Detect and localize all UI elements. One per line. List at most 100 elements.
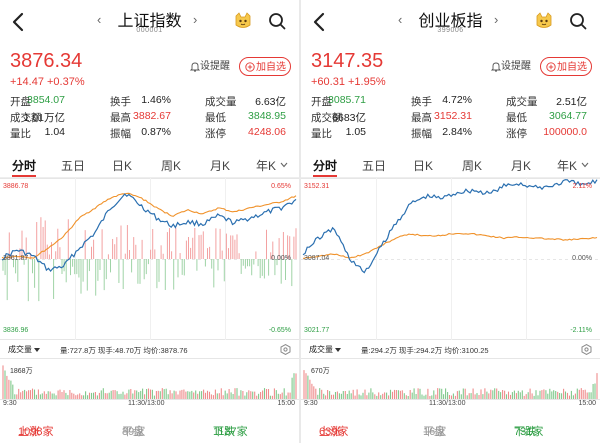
back-icon[interactable] (8, 9, 30, 35)
volume-chart[interactable] (0, 358, 299, 400)
advancers-label: 上涨 (18, 426, 40, 438)
stat-label: 成交量 (205, 96, 237, 108)
index-change: +60.31 +1.95% (311, 76, 386, 88)
cat-avatar-icon[interactable] (233, 11, 253, 31)
tab-monthly-k[interactable]: 月K (511, 159, 532, 173)
plus-circle-icon (546, 62, 556, 72)
prev-index-button[interactable]: ‹ (97, 12, 102, 27)
unchanged-label: 平盘 (423, 426, 445, 438)
divider (0, 177, 299, 178)
stat-label: 量比 (10, 128, 31, 140)
stat-label: 换手 (110, 96, 131, 108)
tab-five-day[interactable]: 五日 (61, 159, 86, 173)
stats-row: 量比 1.05 振幅 2.84% 涨停 100000.0 (301, 126, 600, 141)
tab-weekly-k[interactable]: 周K (161, 159, 182, 173)
stat-value: 3152.31 (434, 110, 472, 122)
volume-indicator-select[interactable]: 成交量 (309, 344, 342, 355)
volume-indicator-select[interactable]: 成交量 (8, 344, 41, 355)
market-breadth: 上涨 1098家 平盘 89家 下跌 1137家 (0, 417, 299, 438)
volume-info: 量:294.2万 现手:294.2万 均价:3100.25 (361, 346, 489, 355)
set-alert-button[interactable]: 设提醒 (184, 57, 236, 76)
stat-value: 1.05 (345, 126, 366, 138)
chevron-down-icon[interactable] (581, 162, 589, 168)
next-index-button[interactable]: › (494, 12, 499, 27)
tab-daily-k[interactable]: 日K (413, 159, 434, 173)
stat-value: 100000.0 (543, 126, 587, 138)
volume-chart-svg (0, 358, 299, 400)
tab-monthly-k[interactable]: 月K (210, 159, 231, 173)
add-watchlist-button[interactable]: 加自选 (540, 57, 592, 76)
unchanged-count: 16家 (423, 426, 447, 438)
pct-axis-low: -0.65% (268, 327, 291, 334)
tab-daily-k[interactable]: 日K (112, 159, 133, 173)
chart-tabs: 分时 五日 日K 周K 月K 年K (0, 152, 299, 178)
y-axis-mid: 3861.87 (3, 255, 29, 262)
pct-axis-mid: 0.00% (271, 255, 291, 262)
intraday-chart[interactable]: 3886.78 3861.87 3836.96 0.65% 0.00% -0.6… (0, 178, 299, 340)
gear-icon[interactable] (280, 344, 291, 355)
stats-row: 开盘 3854.07 换手 1.46% 成交量 6.63亿 (0, 94, 299, 109)
stat-label: 换手 (411, 96, 432, 108)
divider (301, 177, 600, 178)
stat-value: 1.46% (141, 94, 171, 106)
pct-axis-low: -2.11% (570, 327, 592, 334)
pct-axis-high: 0.65% (271, 183, 291, 190)
tab-yearly-k[interactable]: 年K (256, 159, 277, 173)
chevron-down-icon[interactable] (280, 162, 288, 168)
back-icon[interactable] (309, 9, 331, 35)
active-tab-indicator (313, 175, 337, 177)
stat-label: 成交量 (506, 96, 538, 108)
price-line (1, 193, 297, 273)
stat-label: 最高 (110, 112, 131, 124)
pct-axis-mid: 0.00% (572, 255, 592, 262)
market-breadth: 上涨 639家 平盘 16家 下跌 731家 (301, 417, 600, 438)
chart-tabs: 分时 五日 日K 周K 月K 年K (301, 152, 600, 178)
decliners-label: 下跌 (213, 426, 235, 438)
tab-weekly-k[interactable]: 周K (462, 159, 483, 173)
volume-max-label: 670万 (311, 368, 330, 375)
pct-axis-high: 2.11% (572, 183, 592, 190)
stat-label: 量比 (311, 128, 332, 140)
set-alert-label: 设提醒 (501, 61, 531, 72)
stat-value: 0.87% (141, 126, 171, 138)
stat-value: 3854.07 (27, 94, 65, 106)
prev-index-button[interactable]: ‹ (398, 12, 403, 27)
search-icon[interactable] (568, 11, 588, 31)
search-icon[interactable] (267, 11, 287, 31)
set-alert-button[interactable]: 设提醒 (485, 57, 537, 76)
advancers-label: 上涨 (319, 426, 341, 438)
average-price-line (302, 232, 598, 259)
stat-value: 3882.67 (133, 110, 171, 122)
tab-intraday[interactable]: 分时 (12, 159, 37, 173)
next-index-button[interactable]: › (193, 12, 198, 27)
header: ‹ 创业板指 399006 › (301, 0, 600, 44)
volume-chart[interactable] (301, 358, 600, 400)
tab-intraday[interactable]: 分时 (313, 159, 338, 173)
unchanged-label: 平盘 (122, 426, 144, 438)
active-tab-indicator (12, 175, 36, 177)
add-watchlist-button[interactable]: 加自选 (239, 57, 291, 76)
stat-label: 最低 (205, 112, 226, 124)
stats-row: 成交额 1.01万亿 最高 3882.67 最低 3848.95 (0, 110, 299, 125)
advancers-count: 1098家 (18, 426, 54, 438)
stat-value: 2.51亿 (556, 96, 587, 108)
tab-five-day[interactable]: 五日 (362, 159, 387, 173)
y-axis-low: 3021.77 (304, 327, 330, 334)
y-axis-mid: 3087.04 (304, 255, 330, 262)
stat-value: 3848.95 (248, 110, 286, 122)
index-panel-chinext: ‹ 创业板指 399006 › 3147.35 +60.31 +1.95% 设提… (301, 0, 600, 443)
intraday-chart[interactable]: 3152.31 3087.04 3021.77 2.11% 0.00% -2.1… (301, 178, 600, 340)
stats-row: 开盘 3085.71 换手 4.72% 成交量 2.51亿 (301, 94, 600, 109)
intraday-chart-svg (0, 178, 299, 340)
time-midday: 11:30/13:00 (128, 400, 165, 407)
add-watchlist-label: 加自选 (557, 62, 587, 73)
volume-chart-svg (301, 358, 600, 400)
decliners-count: 731家 (514, 426, 544, 438)
panel-divider (299, 0, 301, 443)
gear-icon[interactable] (581, 344, 592, 355)
cat-avatar-icon[interactable] (534, 11, 554, 31)
tab-yearly-k[interactable]: 年K (557, 159, 578, 173)
decliners-label: 下跌 (514, 426, 536, 438)
stat-value: 4248.06 (248, 126, 286, 138)
add-watchlist-label: 加自选 (256, 62, 286, 73)
